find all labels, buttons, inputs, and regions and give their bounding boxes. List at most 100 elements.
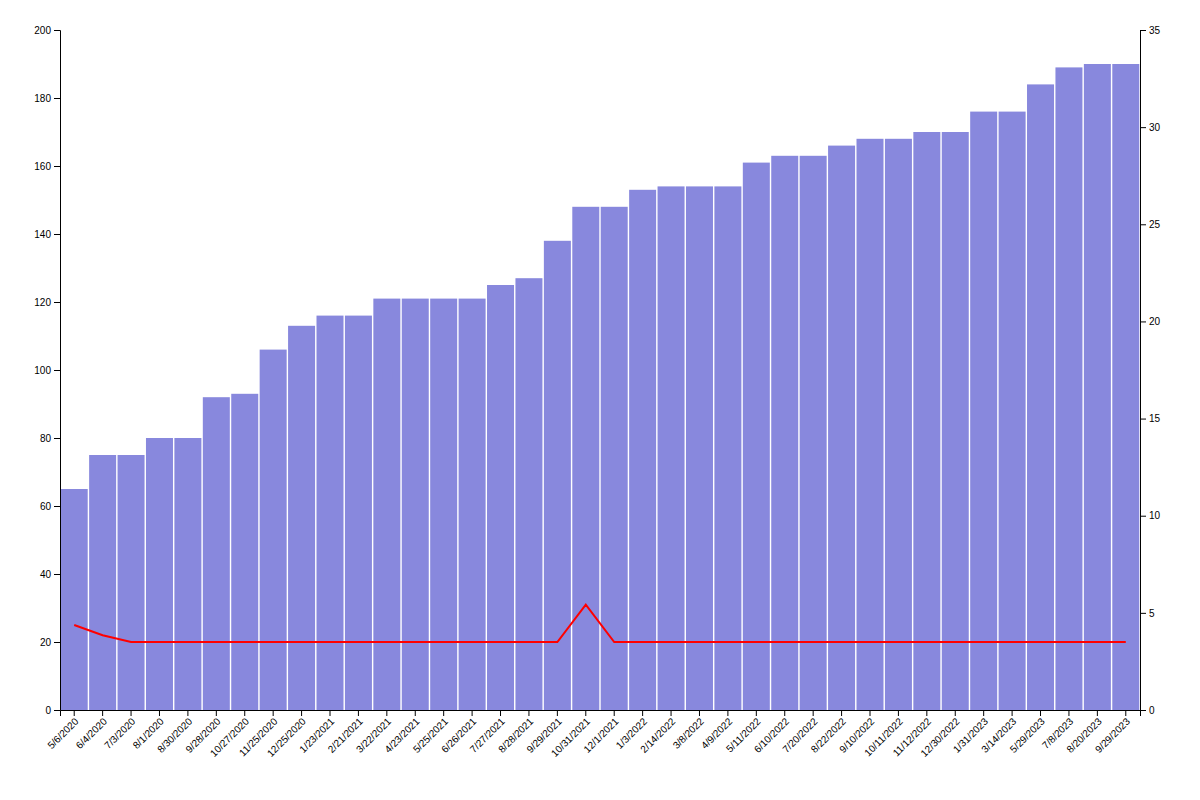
tick-mark <box>585 710 586 716</box>
tick-label: 120 <box>34 297 51 308</box>
bar <box>913 132 940 710</box>
tick: 12/1/2021 <box>581 710 621 755</box>
bar <box>970 112 997 710</box>
tick-mark <box>1125 710 1126 716</box>
bar <box>487 285 514 710</box>
tick: 40 <box>40 569 60 580</box>
tick-mark <box>330 710 331 716</box>
tick-mark <box>159 710 160 716</box>
bar <box>771 156 798 710</box>
bar <box>828 146 855 710</box>
y-axis: 0 20 40 60 80 100 120 140 160 180 200 <box>34 25 60 716</box>
bar <box>430 299 457 710</box>
tick: 30 <box>1140 122 1161 133</box>
tick-label: 140 <box>34 229 51 240</box>
bar <box>1055 67 1082 710</box>
tick-label: 35 <box>1149 25 1161 36</box>
tick-label: 160 <box>34 161 51 172</box>
tick-mark <box>244 710 245 716</box>
bar <box>89 455 116 710</box>
tick-mark <box>472 710 473 716</box>
tick-label: 12/1/2021 <box>581 715 621 755</box>
tick-mark <box>1140 613 1146 614</box>
tick-mark <box>955 710 956 716</box>
tick-label: 9/29/2023 <box>1093 715 1133 755</box>
chart: 5/6/20206/4/20207/3/20208/1/20208/30/202… <box>0 0 1200 800</box>
tick-label: 5 <box>1149 608 1155 619</box>
tick-mark <box>273 710 274 716</box>
tick: 0 <box>45 705 60 716</box>
tick-label: 80 <box>40 433 52 444</box>
tick-mark <box>1140 30 1146 31</box>
bar <box>459 299 486 710</box>
bar <box>857 139 884 710</box>
tick: 20 <box>40 637 60 648</box>
tick-label: 0 <box>45 705 51 716</box>
tick-mark <box>54 30 60 31</box>
tick-mark <box>557 710 558 716</box>
tick: 100 <box>34 365 60 376</box>
tick-mark <box>54 166 60 167</box>
tick-mark <box>1012 710 1013 716</box>
y2-axis: 05101520253035 <box>1140 25 1161 716</box>
tick-label: 0 <box>1149 705 1155 716</box>
tick-mark <box>54 506 60 507</box>
bar <box>800 156 827 710</box>
tick-mark <box>54 574 60 575</box>
plot-area <box>61 64 1140 710</box>
tick-mark <box>54 642 60 643</box>
tick-mark <box>443 710 444 716</box>
bar <box>61 489 88 710</box>
tick-mark <box>926 710 927 716</box>
bar <box>288 326 315 710</box>
tick-mark <box>756 710 757 716</box>
line <box>74 605 1126 642</box>
tick-mark <box>54 234 60 235</box>
bar <box>118 455 145 710</box>
tick-label: 2/14/2022 <box>638 715 678 755</box>
tick-label: 30 <box>1149 122 1161 133</box>
tick: 200 <box>34 25 60 36</box>
bar <box>885 139 912 710</box>
tick-label: 15 <box>1149 413 1161 424</box>
tick: 140 <box>34 229 60 240</box>
tick-mark <box>1140 127 1146 128</box>
tick-mark <box>54 302 60 303</box>
tick-mark <box>1140 321 1146 322</box>
bar <box>999 112 1026 710</box>
tick-mark <box>54 370 60 371</box>
bar <box>658 186 685 710</box>
tick-mark <box>1140 419 1146 420</box>
tick: 2/14/2022 <box>638 710 678 755</box>
bar <box>174 438 201 710</box>
tick-label: 60 <box>40 501 52 512</box>
bar-series <box>61 64 1140 710</box>
tick: 35 <box>1140 25 1161 36</box>
bar <box>260 350 287 710</box>
tick-label: 180 <box>34 93 51 104</box>
tick-mark <box>74 710 75 716</box>
tick: 15 <box>1140 413 1161 424</box>
tick-mark <box>642 710 643 716</box>
tick-mark <box>841 710 842 716</box>
tick-mark <box>671 710 672 716</box>
bar <box>146 438 173 710</box>
bar <box>345 316 372 710</box>
tick: 25 <box>1140 219 1161 230</box>
bar <box>743 163 770 710</box>
tick-mark <box>216 710 217 716</box>
tick-mark <box>386 710 387 716</box>
tick: 5/29/2023 <box>1008 710 1048 755</box>
bar <box>1112 64 1139 710</box>
tick-label: 25 <box>1149 219 1161 230</box>
bar <box>714 186 741 710</box>
tick-mark <box>727 710 728 716</box>
x-axis: 5/6/20206/4/20207/3/20208/1/20208/30/202… <box>45 710 1140 759</box>
bar <box>629 190 656 710</box>
tick-mark <box>898 710 899 716</box>
bar <box>686 186 713 710</box>
tick-mark <box>358 710 359 716</box>
tick: 10 <box>1140 510 1161 521</box>
tick: 120 <box>34 297 60 308</box>
bar <box>1027 84 1054 710</box>
